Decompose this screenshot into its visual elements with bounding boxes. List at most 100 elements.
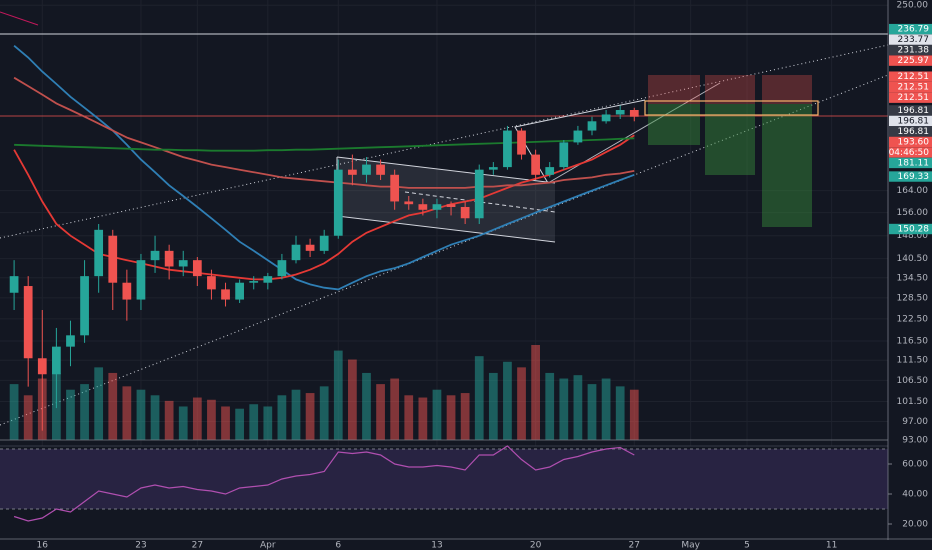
volume-bar [80, 384, 89, 440]
candle-body [559, 142, 569, 168]
price-label: 196.81 [898, 106, 930, 116]
volume-bar [629, 389, 639, 440]
drawing-line [0, 11, 39, 26]
candle-body [474, 169, 484, 219]
candle-body [94, 229, 104, 277]
y-tick-label: 128.50 [897, 293, 929, 303]
moving-average [13, 76, 635, 189]
volume-bar [305, 393, 315, 440]
price-label-box [889, 126, 932, 137]
volume-bar [94, 367, 104, 440]
price-label: 212.51 [898, 72, 930, 82]
x-tick-label: 27 [629, 541, 640, 550]
y-tick-label: 93.00 [902, 436, 928, 446]
price-label: 150.28 [898, 225, 930, 235]
price-label: 04:46:50 [889, 148, 930, 158]
volume-bar [136, 389, 146, 440]
y-tick-label: 101.50 [897, 397, 929, 407]
volume [9, 345, 639, 440]
candle-body [305, 244, 315, 251]
candle-body [263, 276, 273, 283]
candle-body [503, 130, 512, 168]
x-tick-label: Apr [260, 541, 276, 550]
volume-bar [559, 378, 569, 440]
price-label: 225.97 [898, 56, 930, 66]
candle-body [108, 235, 118, 283]
channel-line [336, 156, 556, 184]
candle-body [319, 235, 329, 251]
price-label-box [889, 147, 932, 158]
y-tick-label: 122.50 [897, 314, 929, 324]
price-label-box [889, 136, 932, 148]
y-tick-label: 148.00 [897, 231, 929, 241]
volume-bar [192, 397, 202, 440]
x-tick-label: 13 [431, 541, 442, 550]
x-tick-label: 11 [826, 541, 837, 550]
x-tick-label: 16 [37, 541, 49, 550]
rsi-line [13, 445, 635, 522]
y-tick-label: 140.50 [897, 254, 929, 264]
volume-bar [66, 389, 75, 440]
volume-bar [446, 395, 456, 440]
volume-bar [418, 397, 428, 440]
price-label-box [889, 44, 932, 56]
volume-bar [601, 378, 611, 440]
price-label: 212.51 [898, 93, 930, 103]
stop-zone [648, 75, 700, 104]
candle-body [277, 260, 287, 277]
price-label-box [889, 71, 932, 82]
candle-body [291, 244, 301, 261]
x-tick-label: 20 [530, 541, 542, 550]
y-tick-label: 134.50 [897, 273, 929, 283]
candle-body [488, 167, 498, 170]
price-label-box [889, 223, 932, 235]
volume-bar [376, 384, 385, 440]
candle-body [66, 335, 75, 347]
x-tick-label: 6 [335, 541, 341, 550]
volume-bar [277, 395, 287, 440]
volume-bar [587, 384, 597, 440]
candle-body [418, 204, 428, 210]
price-label-box [889, 92, 932, 103]
volume-bar [404, 395, 414, 440]
price-label-box [889, 115, 932, 127]
target-zone [648, 104, 700, 145]
volume-bar [573, 375, 583, 440]
rsi-tick-label: 60.00 [902, 460, 928, 470]
price-label: 169.33 [898, 172, 930, 182]
volume-bar [263, 406, 273, 440]
price-label-box [889, 55, 932, 66]
volume-bar [207, 399, 216, 440]
candle-body [460, 206, 470, 219]
moving-average [14, 137, 635, 152]
candle-body [122, 282, 132, 300]
entry-box [644, 100, 819, 116]
candle-body [362, 164, 371, 175]
volume-bar [488, 372, 498, 440]
rsi-tick-label: 40.00 [902, 490, 928, 500]
candle-body [192, 260, 202, 277]
target-zone [762, 104, 812, 227]
candle-body [531, 154, 540, 175]
candle-body [615, 109, 625, 115]
stop-zone [762, 75, 812, 104]
rsi [0, 445, 888, 522]
candle-body [432, 204, 442, 210]
y-tick-label: 106.50 [897, 376, 929, 386]
price-label-box [889, 81, 932, 93]
volume-bar [221, 406, 230, 440]
candle-body [136, 260, 146, 300]
axes: 16 23 27 Apr 6 13 20 27 May 5 11 250.00 164.00 156.00… [37, 1, 932, 550]
y-tick-label: 156.00 [897, 208, 929, 218]
volume-bar [235, 408, 244, 440]
volume-bar [503, 361, 512, 440]
candle-body [573, 130, 583, 143]
volume-bar [460, 393, 470, 440]
volume-bar [531, 345, 540, 440]
candle-body [37, 358, 47, 375]
y-tick-label: 97.00 [902, 417, 928, 427]
channel-mid [404, 191, 556, 213]
volume-bar [432, 389, 442, 440]
price-label: 231.38 [898, 46, 930, 56]
volume-bar [474, 356, 484, 440]
